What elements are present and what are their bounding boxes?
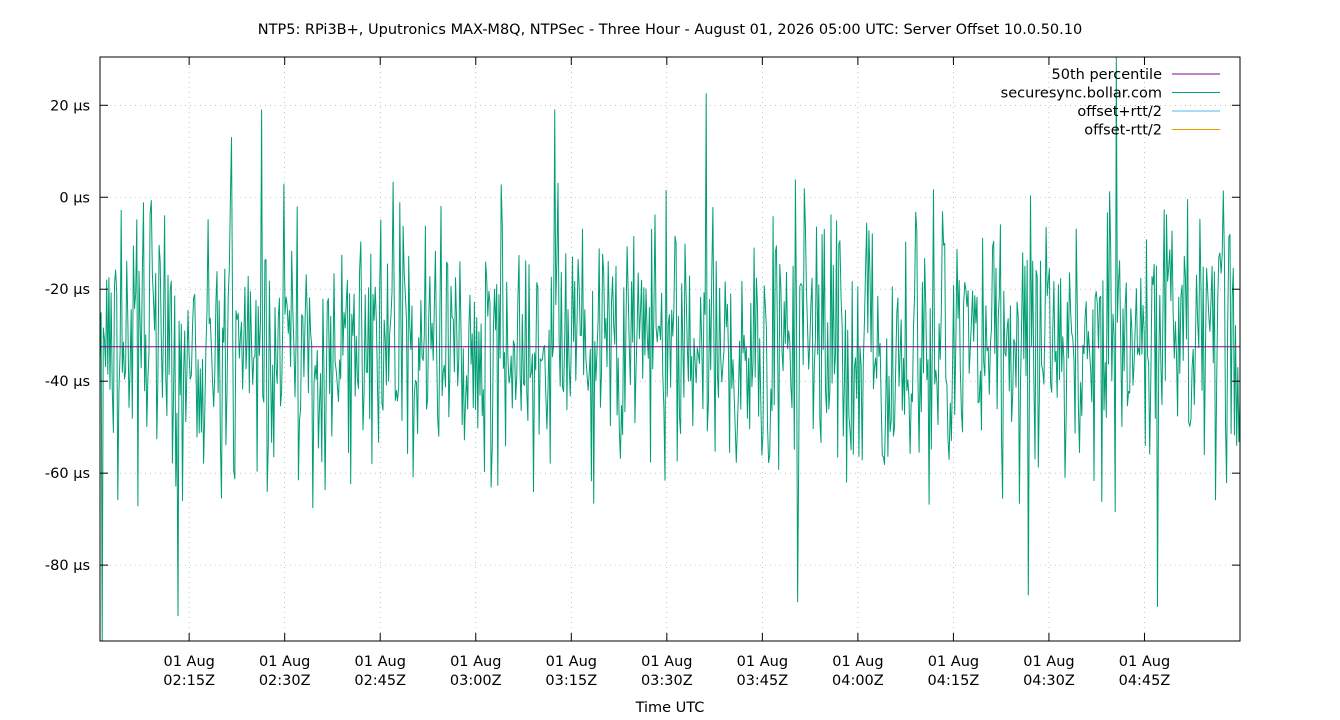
- x-tick-label-date: 01 Aug: [546, 654, 597, 670]
- x-tick-label-date: 01 Aug: [737, 654, 788, 670]
- x-tick-label-time: 03:30Z: [641, 673, 693, 689]
- x-tick-label-date: 01 Aug: [355, 654, 406, 670]
- y-axis: 20 µs 0 µs -20 µs -40 µs -60 µs -80 µs: [45, 98, 1240, 574]
- x-tick-label-time: 03:15Z: [545, 673, 597, 689]
- y-tick-label: -40 µs: [45, 374, 90, 390]
- x-tick-label-date: 01 Aug: [928, 654, 979, 670]
- x-tick-label-time: 02:15Z: [163, 673, 215, 689]
- x-tick-label-date: 01 Aug: [832, 654, 883, 670]
- x-tick-label-time: 04:15Z: [928, 673, 980, 689]
- x-tick-label-date: 01 Aug: [641, 654, 692, 670]
- x-tick-label-date: 01 Aug: [1119, 654, 1170, 670]
- x-tick-label-date: 01 Aug: [450, 654, 501, 670]
- y-tick-label: 20 µs: [50, 98, 90, 114]
- legend-label: offset+rtt/2: [1077, 104, 1162, 120]
- x-tick-label-time: 02:45Z: [354, 673, 406, 689]
- grid: [100, 57, 1240, 641]
- x-axis: 01 Aug 02:15Z 01 Aug 02:30Z 01 Aug 02:45Z 01 A…: [163, 57, 1170, 689]
- x-tick-label-date: 01 Aug: [259, 654, 310, 670]
- y-tick-label: -80 µs: [45, 558, 90, 574]
- x-tick-label-time: 02:30Z: [259, 673, 311, 689]
- x-tick-label-date: 01 Aug: [1023, 654, 1074, 670]
- y-tick-label: -20 µs: [45, 282, 90, 298]
- x-tick-label-time: 04:45Z: [1119, 673, 1171, 689]
- series-line-securesync: [99, 56, 1241, 642]
- plot-frame: [99, 56, 1241, 642]
- y-tick-label: 0 µs: [59, 190, 90, 206]
- x-tick-label-time: 03:00Z: [450, 673, 502, 689]
- x-tick-label-time: 04:00Z: [832, 673, 884, 689]
- chart-title: NTP5: RPi3B+, Uputronics MAX-M8Q, NTPSec…: [258, 22, 1082, 38]
- x-tick-label-time: 03:45Z: [736, 673, 788, 689]
- legend-label: 50th percentile: [1052, 67, 1163, 83]
- x-axis-label: Time UTC: [635, 700, 705, 716]
- legend-label: securesync.bollar.com: [1001, 86, 1162, 102]
- legend: 50th percentile securesync.bollar.com offs…: [1001, 67, 1220, 139]
- plot-series: [99, 56, 1241, 642]
- x-tick-label-time: 04:30Z: [1023, 673, 1075, 689]
- legend-label: offset-rtt/2: [1084, 123, 1162, 139]
- x-tick-label-date: 01 Aug: [163, 654, 214, 670]
- y-tick-label: -60 µs: [45, 466, 90, 482]
